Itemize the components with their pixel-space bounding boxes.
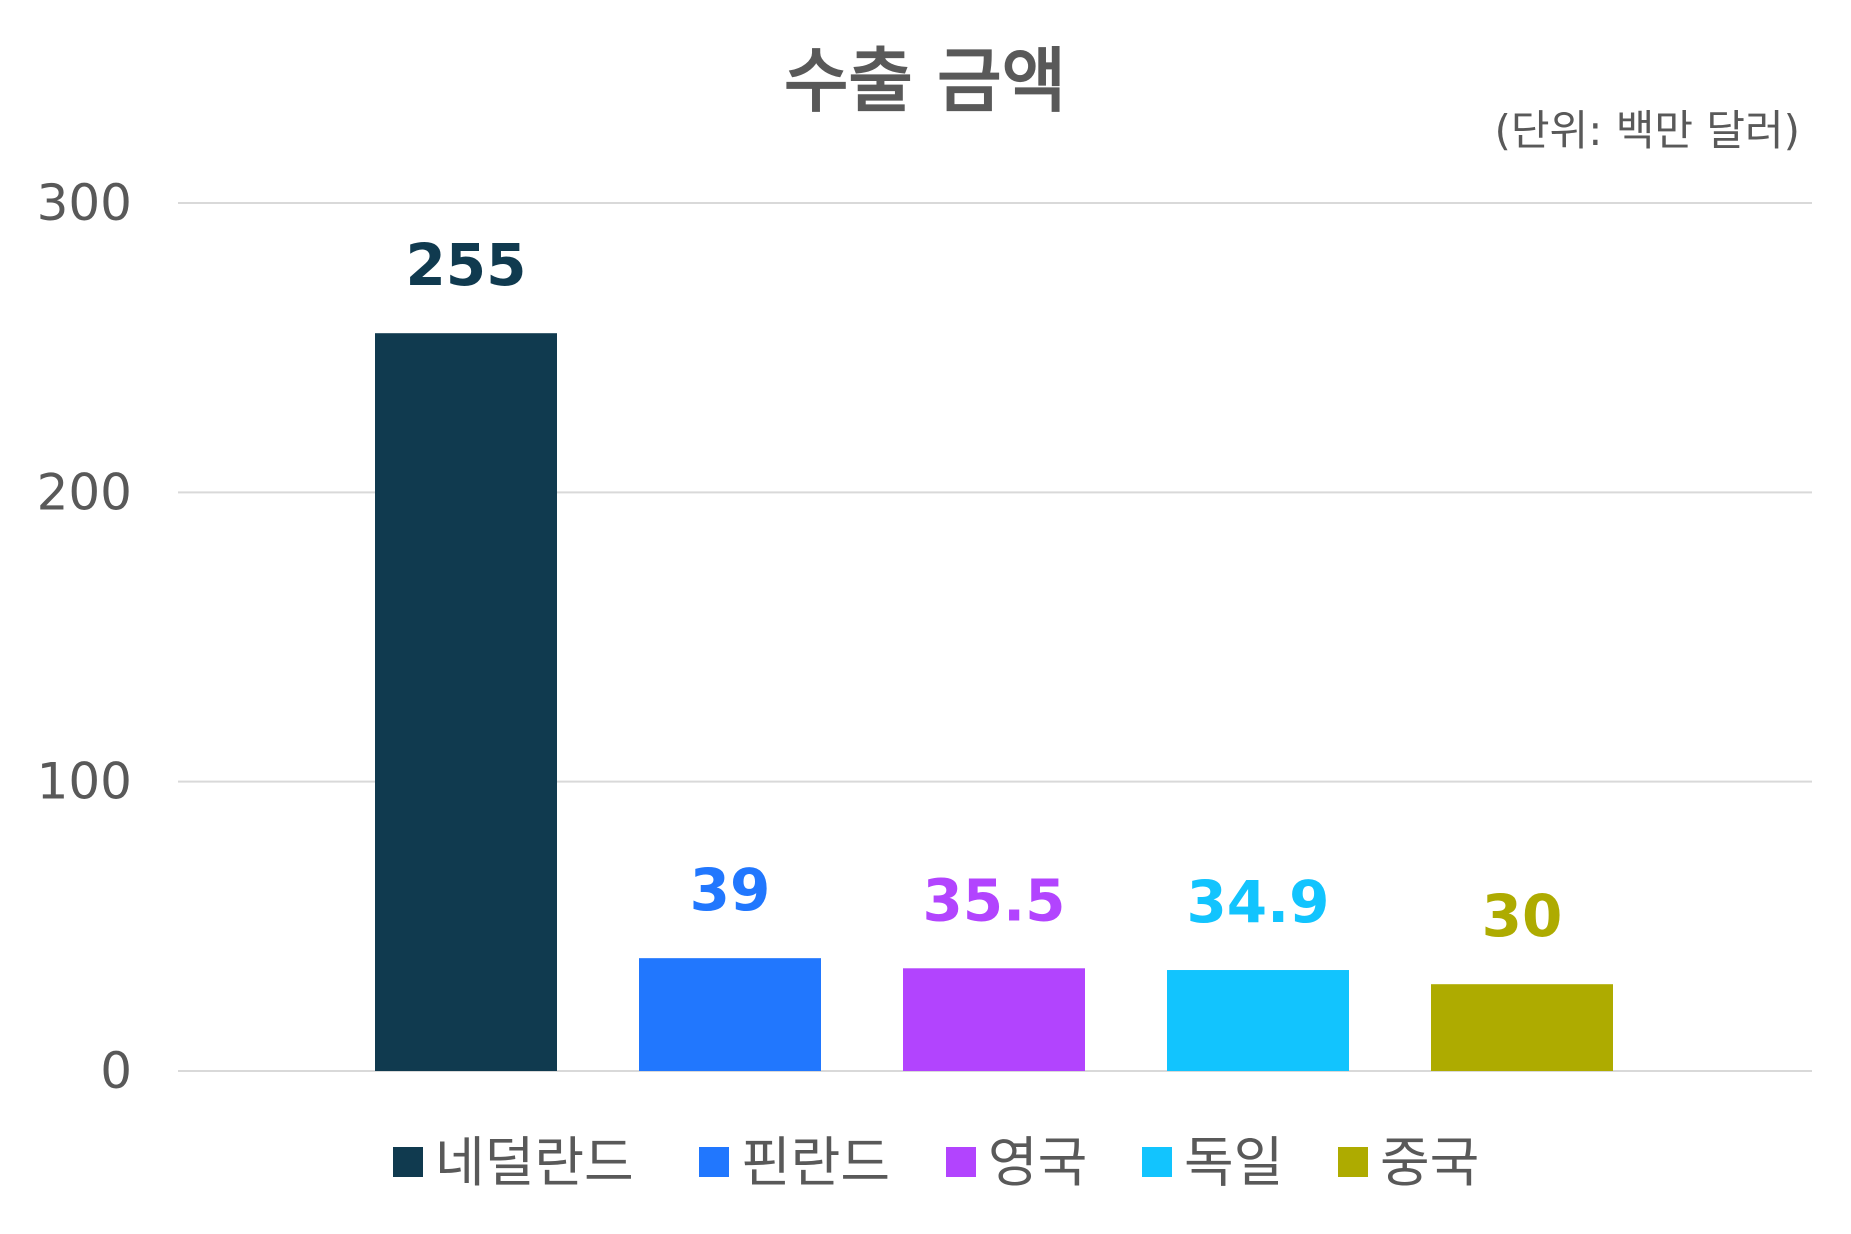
legend-label-3: 영국 <box>988 1131 1087 1194</box>
legend-label-5: 중국 <box>1380 1131 1479 1194</box>
bar-2 <box>639 958 821 1071</box>
y-tick-label-200: 200 <box>37 463 132 521</box>
y-tick-label-0: 0 <box>100 1042 132 1100</box>
y-tick-label-100: 100 <box>37 753 132 811</box>
unit-note: (단위: 백만 달러) <box>1495 106 1800 155</box>
bar-1 <box>375 333 557 1071</box>
legend-swatch-2 <box>699 1147 729 1177</box>
data-label-2: 39 <box>690 856 771 924</box>
legend-swatch-4 <box>1142 1147 1172 1177</box>
data-label-4: 34.9 <box>1186 868 1329 936</box>
bar-5 <box>1431 984 1613 1071</box>
bar-4 <box>1167 970 1349 1071</box>
data-label-1: 255 <box>405 231 526 299</box>
data-label-3: 35.5 <box>922 866 1065 934</box>
legend-swatch-3 <box>946 1147 976 1177</box>
data-label-5: 30 <box>1482 882 1563 950</box>
legend-swatch-1 <box>393 1147 423 1177</box>
legend-label-2: 핀란드 <box>741 1131 890 1194</box>
y-tick-label-300: 300 <box>37 174 132 232</box>
legend-swatch-5 <box>1338 1147 1368 1177</box>
data-labels: 255 39 35.5 34.9 30 <box>405 231 1562 950</box>
chart-title: 수출 금액 <box>784 40 1066 122</box>
bars <box>375 333 1613 1071</box>
legend-label-4: 독일 <box>1184 1131 1283 1194</box>
bar-3 <box>903 968 1085 1071</box>
legend: 네덜란드 핀란드 영국 독일 중국 <box>393 1131 1479 1194</box>
y-axis-tick-labels: 0 100 200 300 <box>37 174 132 1100</box>
legend-label-1: 네덜란드 <box>435 1131 634 1194</box>
